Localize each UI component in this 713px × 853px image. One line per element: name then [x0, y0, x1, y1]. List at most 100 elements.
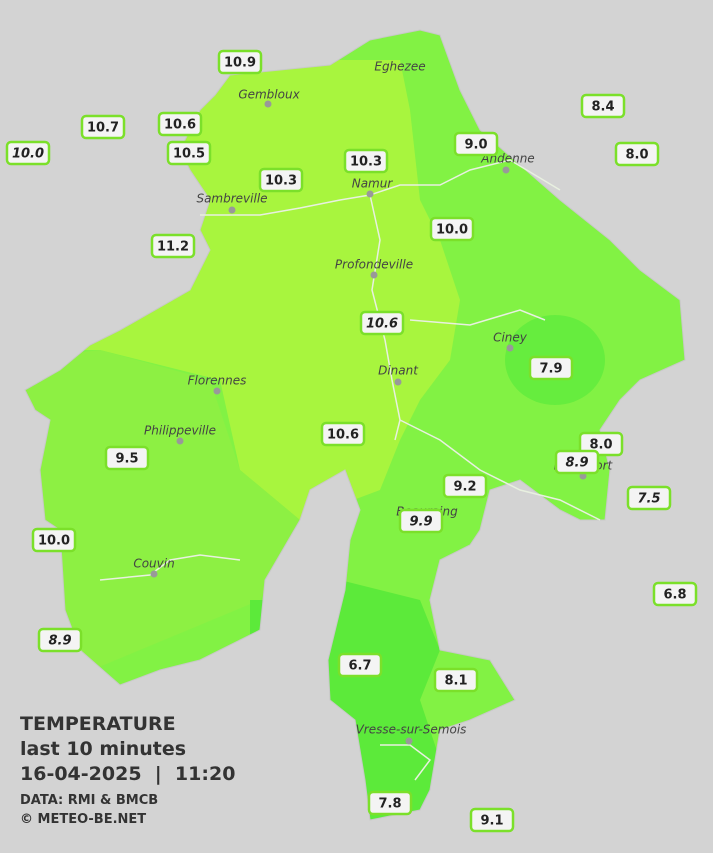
- station-value: 9.0: [464, 138, 487, 153]
- station-value: 8.4: [591, 100, 614, 115]
- station-value: 8.0: [625, 148, 648, 163]
- city-dot: [213, 387, 221, 395]
- station: 10.0: [429, 216, 475, 242]
- station: 8.9: [37, 627, 83, 653]
- station: 10.0: [31, 527, 77, 553]
- city-label: Couvin: [133, 557, 174, 571]
- station-value: 9.9: [409, 515, 432, 530]
- station-value: 10.7: [87, 121, 119, 136]
- city-label: Namur: [352, 177, 394, 191]
- timestamp: 16-04-2025 | 11:20: [20, 763, 235, 785]
- station-box: [104, 445, 150, 471]
- station: 10.6: [320, 421, 366, 447]
- station-box: [578, 431, 624, 457]
- city-dot: [150, 570, 158, 578]
- city-label: Philippeville: [144, 424, 216, 438]
- station-box: [398, 508, 444, 534]
- city-label: Gembloux: [238, 88, 300, 102]
- city-dot: [176, 437, 184, 445]
- station: 9.5: [104, 445, 150, 471]
- station-box: [343, 148, 389, 174]
- station-value: 9.1: [480, 814, 503, 829]
- station: 11.2: [150, 233, 196, 259]
- station: 9.9: [398, 508, 444, 534]
- city-label: Florennes: [188, 374, 247, 388]
- station-value: 7.8: [378, 797, 401, 812]
- station-box: [80, 114, 126, 140]
- station: 9.1: [469, 807, 515, 833]
- station: 9.2: [442, 473, 488, 499]
- city-dot: [506, 344, 514, 352]
- station: 10.3: [343, 148, 389, 174]
- station: 9.0: [453, 131, 499, 157]
- station: 10.9: [217, 49, 263, 75]
- station-box: [31, 527, 77, 553]
- city-dot: [366, 190, 374, 198]
- station: 6.8: [652, 581, 698, 607]
- station-value: 6.7: [348, 659, 371, 674]
- station-box: [580, 93, 626, 119]
- station-box: [258, 167, 304, 193]
- subtitle: last 10 minutes: [20, 738, 186, 760]
- station-box: [442, 473, 488, 499]
- city-dot: [370, 271, 378, 279]
- station-box: [652, 581, 698, 607]
- station: 10.7: [80, 114, 126, 140]
- station-value: 8.0: [589, 438, 612, 453]
- station-value: 8.9: [48, 634, 71, 649]
- station-box: [5, 140, 51, 166]
- city-dot: [502, 166, 510, 174]
- station-value: 9.5: [115, 452, 138, 467]
- station: 8.9: [554, 449, 600, 475]
- station-box: [367, 790, 413, 816]
- station: 10.3: [258, 167, 304, 193]
- station-box: [320, 421, 366, 447]
- station-value: 8.9: [565, 456, 588, 471]
- city-dot: [228, 206, 236, 214]
- station-box: [433, 667, 479, 693]
- source: DATA: RMI & BMCB: [20, 793, 158, 808]
- station: 7.9: [528, 355, 574, 381]
- station-value: 10.0: [38, 534, 70, 549]
- station-box: [150, 233, 196, 259]
- station: 10.6: [359, 310, 405, 336]
- city-label: Sambreville: [196, 192, 267, 206]
- title: TEMPERATURE: [20, 713, 176, 735]
- station-value: 10.3: [350, 155, 382, 170]
- station: 6.7: [337, 652, 383, 678]
- station-box: [37, 627, 83, 653]
- station-box: [453, 131, 499, 157]
- station-value: 10.5: [173, 147, 205, 162]
- station-value: 10.6: [327, 428, 359, 443]
- station-box: [429, 216, 475, 242]
- station: 8.0: [578, 431, 624, 457]
- city-label: Eghezee: [374, 60, 425, 74]
- city-label: Profondeville: [335, 258, 413, 272]
- station-box: [337, 652, 383, 678]
- station-value: 7.5: [637, 492, 660, 507]
- station-box: [554, 449, 600, 475]
- station-value: 9.2: [453, 480, 476, 495]
- station: 8.1: [433, 667, 479, 693]
- station: 10.5: [166, 140, 212, 166]
- station: 7.8: [367, 790, 413, 816]
- city-dot: [405, 737, 413, 745]
- city-dot: [264, 100, 272, 108]
- city-dot: [394, 378, 402, 386]
- station-box: [614, 141, 660, 167]
- credit: © METEO-BE.NET: [20, 812, 146, 827]
- station-box: [469, 807, 515, 833]
- station: 10.0: [5, 140, 51, 166]
- station-value: 10.0: [436, 223, 468, 238]
- station-value: 10.0: [12, 147, 44, 162]
- city-label: Ciney: [493, 331, 528, 345]
- station-box: [528, 355, 574, 381]
- station-value: 10.6: [164, 118, 196, 133]
- city-label: Vresse-sur-Semois: [356, 723, 467, 737]
- station-value: 8.1: [444, 674, 467, 689]
- station-value: 6.8: [663, 588, 686, 603]
- station: 8.0: [614, 141, 660, 167]
- station-box: [626, 485, 672, 511]
- station-value: 11.2: [157, 240, 189, 255]
